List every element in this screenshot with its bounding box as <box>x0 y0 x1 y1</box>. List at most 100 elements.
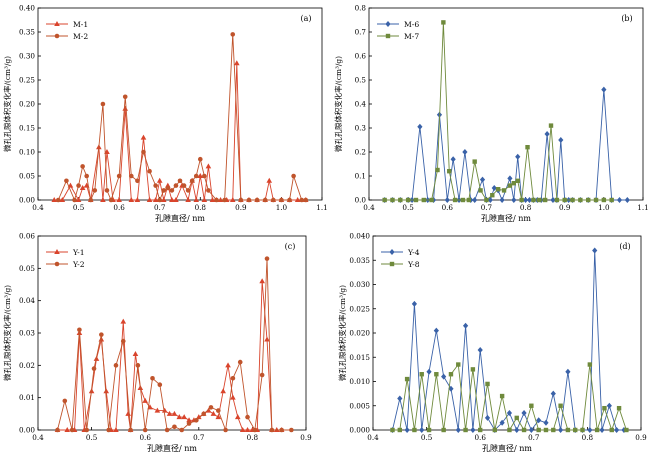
legend-item: M-7 <box>377 32 419 41</box>
data-point <box>528 427 534 433</box>
data-point <box>558 427 564 433</box>
y-tick-label: 0.1 <box>355 172 366 181</box>
data-point <box>472 159 477 164</box>
x-tick-label: 0.4 <box>32 433 44 442</box>
legend-label: Y-8 <box>407 260 420 269</box>
data-point <box>239 427 246 432</box>
data-point <box>55 197 61 203</box>
data-point <box>173 183 179 188</box>
data-point <box>169 188 175 193</box>
legend-item: M-6 <box>377 20 419 29</box>
data-point <box>140 134 147 140</box>
data-point <box>164 427 170 433</box>
data-point <box>129 173 134 179</box>
data-point <box>100 101 106 107</box>
legend-label: M-6 <box>404 20 419 29</box>
y-tick-label: 0.15 <box>19 124 35 133</box>
data-point <box>116 173 122 179</box>
y-tick-label: 0.035 <box>349 256 370 265</box>
data-point <box>171 410 178 416</box>
x-tick-label: 1.0 <box>598 203 610 212</box>
y-tick-label: 0.00 <box>19 426 35 435</box>
data-point <box>484 197 489 203</box>
data-point <box>390 427 395 433</box>
data-point <box>441 427 446 433</box>
x-tick-label: 0.9 <box>235 203 247 212</box>
x-axis-label: 孔隙直径/ nm <box>482 443 532 453</box>
data-point <box>390 197 395 203</box>
data-point <box>478 427 483 433</box>
data-point <box>220 388 226 394</box>
data-point <box>592 247 598 254</box>
data-point <box>245 414 250 420</box>
x-tick-label: 1.1 <box>637 203 648 212</box>
data-point <box>122 94 128 100</box>
data-point <box>507 183 513 188</box>
data-point <box>271 197 276 203</box>
y-tick-label: 0.25 <box>19 76 35 85</box>
data-point <box>206 188 211 193</box>
panel-label: (c) <box>285 242 296 251</box>
data-point <box>551 427 556 433</box>
data-point <box>205 163 212 169</box>
x-tick-label: 0.8 <box>247 433 259 442</box>
y-tick-label: 0.20 <box>19 100 35 109</box>
data-point <box>69 427 75 433</box>
y-axis-label: 微孔孔隙体积变化率/(cm³/g) <box>338 285 347 381</box>
data-point <box>222 197 227 203</box>
data-point <box>499 419 505 426</box>
data-point <box>587 362 593 367</box>
x-tick-label: 0.5 <box>73 203 85 212</box>
y-axis-label: 微孔孔隙体积变化率/(cm³/g) <box>3 285 12 381</box>
data-point <box>172 424 177 430</box>
data-point <box>173 197 179 202</box>
chart-panel: 0.000 0.005 0.010 0.015 0.020 0.025 0.030 0.035… <box>338 232 647 454</box>
legend-marker <box>385 21 391 27</box>
data-point <box>181 414 187 420</box>
y-tick-label: 0.2 <box>355 148 366 157</box>
data-point <box>624 197 630 203</box>
data-point <box>64 427 71 432</box>
data-point <box>501 188 507 193</box>
data-point <box>536 417 542 424</box>
y-tick-label: 0.010 <box>349 377 370 386</box>
data-point <box>223 427 228 433</box>
data-point <box>116 197 122 202</box>
data-point <box>99 332 104 337</box>
series-line <box>392 363 627 432</box>
data-point <box>601 86 607 93</box>
data-point <box>580 427 585 433</box>
y-tick-label: 0.0 <box>355 196 367 205</box>
data-point <box>215 414 222 420</box>
data-point <box>181 183 187 188</box>
data-point <box>161 407 168 413</box>
x-tick-label: 0.4 <box>32 203 44 212</box>
data-point <box>279 427 284 433</box>
x-tick-label: 0.4 <box>363 203 375 212</box>
legend-marker <box>385 33 391 39</box>
legend-marker <box>54 21 60 26</box>
y-tick-label: 0.005 <box>349 401 370 410</box>
data-point <box>210 410 217 416</box>
x-tick-label: 1.1 <box>316 203 327 212</box>
data-point <box>624 427 629 433</box>
data-point <box>166 410 173 416</box>
data-point <box>262 197 268 203</box>
data-point <box>419 372 424 377</box>
legend-label: Y-2 <box>72 260 85 269</box>
x-tick-label: 0.6 <box>442 203 454 212</box>
data-point <box>526 197 533 203</box>
data-point <box>230 375 236 381</box>
data-point <box>185 197 191 202</box>
data-point <box>128 427 133 433</box>
data-point <box>573 427 578 433</box>
data-point <box>269 427 275 433</box>
data-point <box>150 375 155 381</box>
data-point <box>77 327 82 333</box>
data-point <box>485 381 490 387</box>
data-point <box>208 405 214 410</box>
data-point <box>470 367 476 372</box>
data-point <box>273 427 280 432</box>
data-point <box>565 427 571 433</box>
y-tick-label: 0.000 <box>349 426 370 435</box>
